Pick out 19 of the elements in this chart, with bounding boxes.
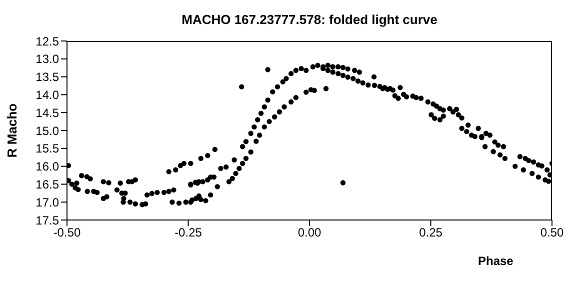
x-tick-label: 0.25 <box>419 226 443 240</box>
chart-title: MACHO 167.23777.578: folded light curve <box>180 12 438 27</box>
y-tick-label: 16.0 <box>36 160 60 174</box>
x-tick-label: 0.00 <box>298 226 322 240</box>
x-axis-title: Phase <box>478 254 514 268</box>
x-tick-label: -0.50 <box>53 226 81 240</box>
y-tick-label: 14.5 <box>36 106 60 120</box>
y-axis-title: R Macho <box>4 103 20 158</box>
x-tick-label: -0.25 <box>174 226 202 240</box>
y-tick-label: 13.5 <box>36 70 60 84</box>
y-tick-label: 15.0 <box>36 124 60 138</box>
y-tick-label: 14.0 <box>36 88 60 102</box>
y-tick-label: 12.5 <box>36 34 60 48</box>
y-tick-label: 16.5 <box>36 177 60 192</box>
y-tick-label: 15.5 <box>36 142 60 156</box>
y-tick-label: 17.0 <box>36 195 60 210</box>
y-tick-label: 17.5 <box>36 213 60 228</box>
y-tick-label: 13.0 <box>36 52 60 66</box>
x-tick-label: 0.50 <box>540 226 564 240</box>
